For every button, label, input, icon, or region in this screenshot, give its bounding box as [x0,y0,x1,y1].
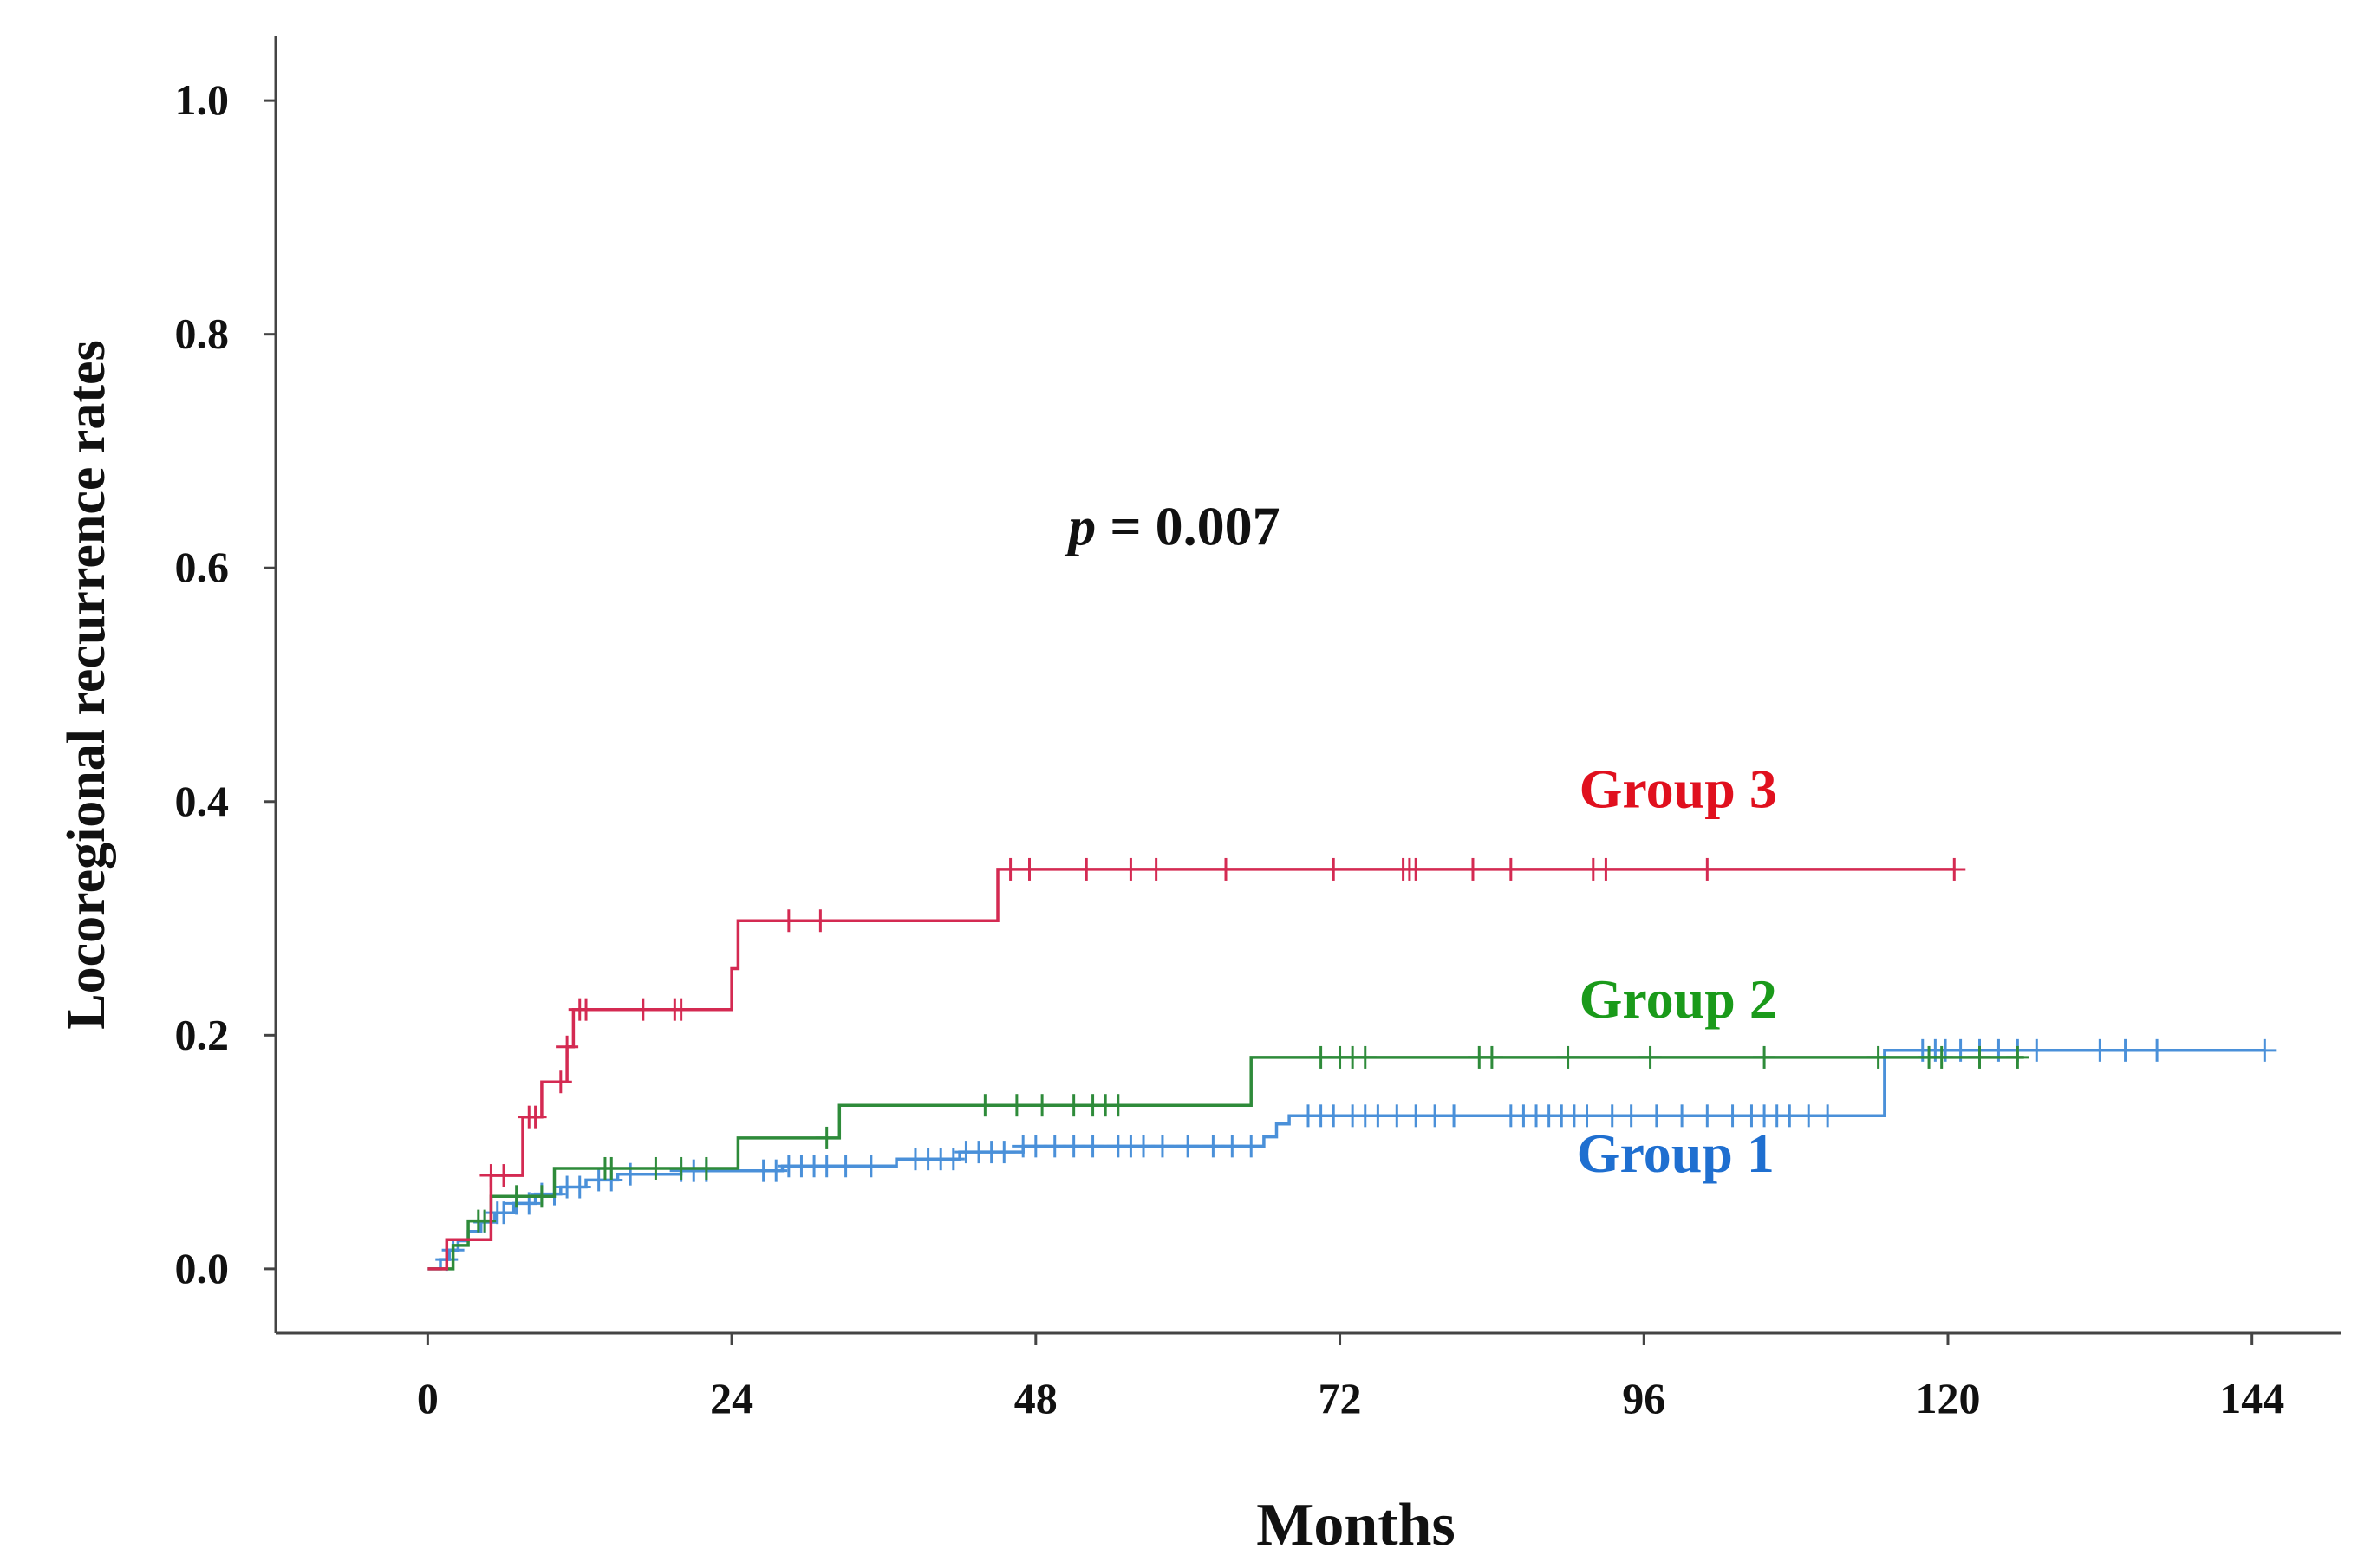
p-value-symbol: p [1064,495,1096,556]
labels: Group 1 Group 2 Group 3 p = 0.007 [1064,495,1777,1184]
p-value-annotation: p = 0.007 [1064,495,1280,556]
group-2-series [427,1045,2029,1271]
y-tick-label: 0.6 [175,543,230,591]
group-1-label: Group 1 [1577,1122,1775,1184]
group-1-curve [427,1049,2265,1271]
y-tick-label: 1.0 [175,75,230,124]
x-axis-title: Months [1256,1492,1455,1558]
x-tick-label: 144 [2219,1374,2284,1422]
group-1-series [427,1038,2277,1272]
x-tick-label: 96 [1622,1374,1665,1422]
y-tick-label: 0.0 [175,1244,230,1292]
x-tick-label: 48 [1014,1374,1058,1422]
y-tick-label: 0.8 [175,309,230,358]
group-3-series [427,857,1966,1271]
group-2-curve [427,1056,2024,1271]
x-tick-label: 0 [417,1374,439,1422]
group-3-curve [427,868,1955,1271]
group-3-label: Group 3 [1580,758,1777,820]
x-tick-label: 72 [1319,1374,1362,1422]
x-tick-label: 120 [1915,1374,1980,1422]
group-2-label: Group 2 [1580,968,1777,1030]
series-layer [427,857,2277,1272]
y-tick-label: 0.4 [175,777,230,825]
axes: 0.0 0.2 0.4 0.6 0.8 1.0 0 24 48 72 96 120 144 Months L… [57,36,2341,1558]
p-value-text: = 0.007 [1096,495,1280,556]
y-tick-label: 0.2 [175,1010,230,1058]
x-tick-label: 24 [710,1374,753,1422]
y-axis-title: Locoregional recurrence rates [57,340,116,1029]
